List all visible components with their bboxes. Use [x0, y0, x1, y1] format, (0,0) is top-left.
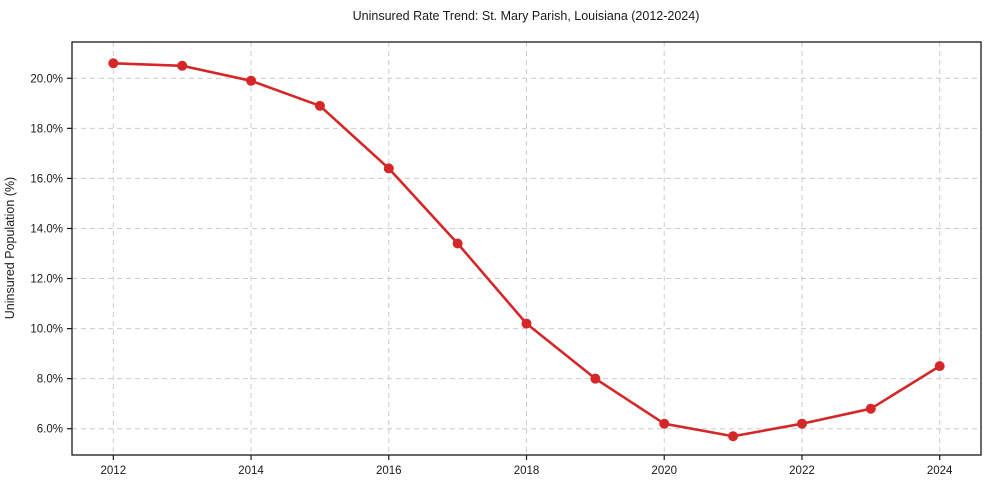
data-point-2022: [796, 418, 807, 429]
y-tick-label: 14.0%: [30, 223, 63, 235]
data-point-2019: [590, 373, 601, 384]
x-tick-label: 2020: [651, 465, 677, 477]
y-tick-label: 18.0%: [30, 123, 63, 135]
data-point-2018: [521, 318, 532, 329]
x-tick-label: 2018: [514, 465, 540, 477]
y-axis-label: Uninsured Population (%): [3, 177, 17, 319]
y-tick-label: 8.0%: [37, 374, 63, 386]
x-tick-label: 2014: [238, 465, 264, 477]
data-point-2017: [452, 238, 463, 249]
x-tick-label: 2024: [927, 465, 953, 477]
y-tick-label: 16.0%: [30, 173, 63, 185]
chart-title: Uninsured Rate Trend: St. Mary Parish, L…: [353, 9, 700, 23]
data-point-2013: [177, 60, 188, 71]
x-tick-label: 2022: [789, 465, 815, 477]
y-tick-label: 10.0%: [30, 324, 63, 336]
data-point-2020: [659, 418, 670, 429]
y-tick-label: 12.0%: [30, 274, 63, 286]
y-tick-label: 6.0%: [37, 424, 63, 436]
data-point-2023: [865, 403, 876, 414]
data-point-2024: [934, 361, 945, 372]
data-point-2012: [108, 58, 119, 69]
data-point-2014: [246, 75, 257, 86]
data-point-2015: [314, 100, 325, 111]
x-tick-label: 2016: [376, 465, 402, 477]
data-point-2021: [728, 431, 739, 442]
y-tick-label: 20.0%: [30, 73, 63, 85]
x-tick-label: 2012: [101, 465, 127, 477]
plot-generated-layer: 2012 2014 2016 2018 2020 2022 2024 6.0% 8.0% 10.0…: [30, 41, 982, 477]
data-point-2016: [383, 163, 394, 174]
